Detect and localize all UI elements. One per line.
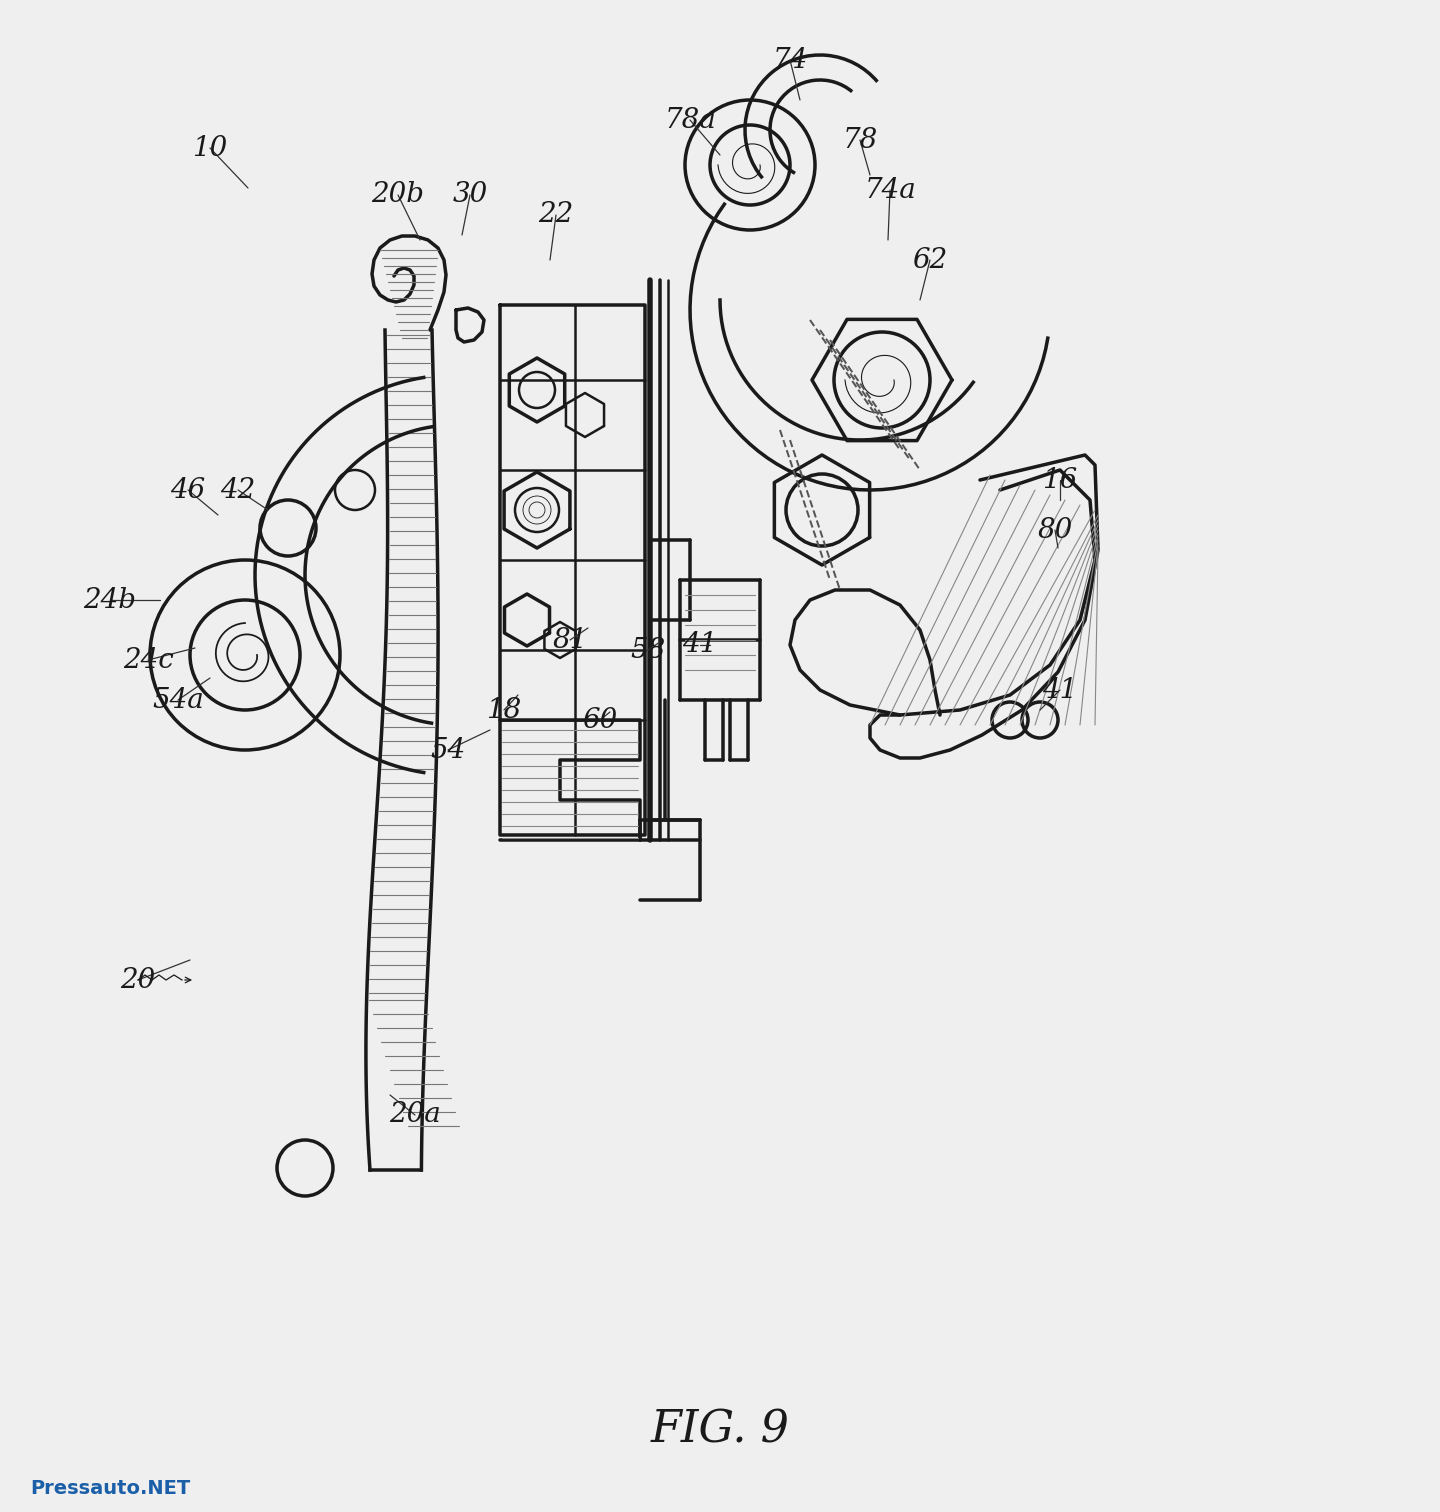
Text: 20b: 20b xyxy=(372,181,425,209)
Text: 41: 41 xyxy=(683,632,717,659)
Text: 74a: 74a xyxy=(864,177,916,204)
Text: 58: 58 xyxy=(631,637,665,664)
Text: 62: 62 xyxy=(913,246,948,274)
Text: 24c: 24c xyxy=(122,647,173,673)
Text: 20: 20 xyxy=(121,966,156,993)
Text: 41: 41 xyxy=(1043,676,1077,703)
Text: 16: 16 xyxy=(1043,467,1077,493)
Text: 22: 22 xyxy=(539,201,573,228)
Text: 54: 54 xyxy=(431,736,465,764)
Text: 24b: 24b xyxy=(84,587,137,614)
Text: FIG. 9: FIG. 9 xyxy=(651,1408,789,1452)
Text: Pressauto.NET: Pressauto.NET xyxy=(30,1479,190,1497)
Text: 60: 60 xyxy=(582,706,618,733)
Text: 78: 78 xyxy=(842,127,877,154)
Text: 42: 42 xyxy=(220,476,256,503)
Text: 54a: 54a xyxy=(153,686,204,714)
Text: 30: 30 xyxy=(452,181,488,209)
Text: 78a: 78a xyxy=(664,106,716,133)
Text: 74: 74 xyxy=(772,47,808,74)
Text: 18: 18 xyxy=(487,697,521,724)
Text: 20a: 20a xyxy=(389,1102,441,1128)
Text: 80: 80 xyxy=(1037,517,1073,543)
Text: 10: 10 xyxy=(193,135,228,162)
Text: 46: 46 xyxy=(170,476,206,503)
Text: 81: 81 xyxy=(553,626,588,653)
